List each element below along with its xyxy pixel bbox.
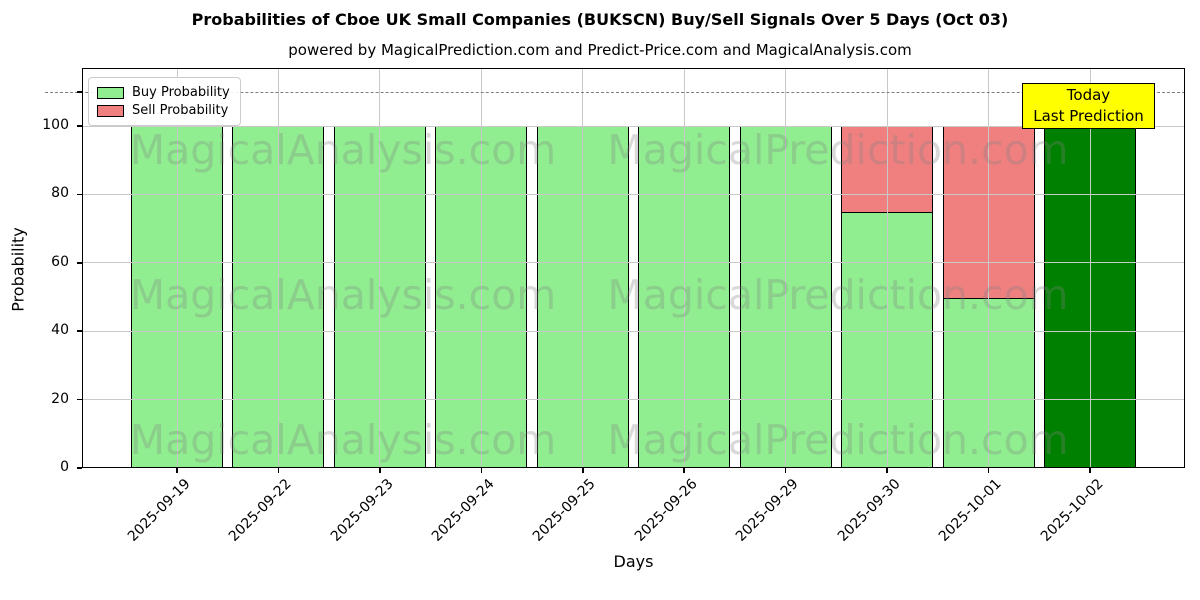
- watermark-magicalanalysis: MagicalAnalysis.com: [129, 126, 557, 174]
- x-tick-label: 2025-09-24: [428, 476, 498, 545]
- gridline-vertical: [277, 68, 279, 468]
- today-annotation: Today Last Prediction: [1022, 83, 1155, 129]
- x-tick: [277, 468, 280, 473]
- y-tick-label: 40: [51, 322, 69, 339]
- today-annotation-line1: Today: [1066, 86, 1111, 104]
- y-tick: [77, 125, 82, 127]
- x-tick-label: 2025-09-29: [733, 476, 802, 545]
- y-tick: [77, 398, 82, 401]
- gridline-vertical: [176, 68, 178, 468]
- legend-label-buy: Buy Probability: [132, 85, 230, 100]
- gridline-vertical: [480, 68, 482, 468]
- x-tick-label: 2025-09-22: [225, 476, 295, 545]
- x-axis-label: Days: [613, 552, 654, 571]
- x-tick-label: 2025-09-19: [124, 476, 194, 545]
- watermark-magicalprediction: MagicalPrediction.com: [607, 271, 1069, 319]
- gridline-vertical: [988, 68, 990, 468]
- x-tick: [784, 468, 787, 473]
- gridline-horizontal: [82, 330, 1185, 332]
- gridline-vertical: [886, 68, 888, 468]
- x-tick: [582, 468, 584, 473]
- watermark-magicalprediction: MagicalPrediction.com: [607, 126, 1069, 174]
- y-tick-label: 100: [42, 117, 69, 134]
- legend: Buy Probability Sell Probability: [88, 77, 241, 126]
- y-tick-label: 60: [51, 253, 69, 270]
- y-tick-label: 20: [51, 390, 69, 407]
- x-tick: [480, 468, 483, 473]
- y-tick: [77, 193, 82, 196]
- y-tick-label: 80: [51, 185, 69, 202]
- legend-item-buy: Buy Probability: [97, 84, 230, 101]
- x-tick-label: 2025-09-25: [530, 476, 600, 545]
- plot-area: MagicalAnalysis.com MagicalPrediction.com…: [82, 68, 1185, 468]
- legend-item-sell: Sell Probability: [97, 102, 230, 119]
- x-tick: [683, 468, 685, 473]
- gridline-vertical: [379, 68, 381, 468]
- gridline-horizontal: [82, 125, 1185, 127]
- chart-title: Probabilities of Cboe UK Small Companies…: [191, 10, 1009, 29]
- x-tick: [379, 468, 381, 473]
- sell-color-swatch: [97, 104, 124, 117]
- y-tick-label: 0: [60, 459, 69, 475]
- watermark-magicalprediction: MagicalPrediction.com: [607, 416, 1069, 464]
- legend-label-sell: Sell Probability: [132, 103, 229, 118]
- x-tick-label: 2025-10-01: [936, 476, 1005, 545]
- gridline-vertical: [582, 68, 584, 468]
- y-tick: [77, 262, 82, 264]
- y-tick-dashed-level: [77, 91, 82, 93]
- buy-color-swatch: [97, 86, 124, 99]
- today-annotation-line2: Last Prediction: [1033, 107, 1144, 125]
- x-tick: [1089, 468, 1091, 473]
- x-tick-label: 2025-10-02: [1037, 476, 1107, 545]
- gridline-horizontal: [82, 193, 1185, 195]
- gridline-vertical: [785, 68, 787, 468]
- x-tick-label: 2025-09-30: [834, 476, 904, 545]
- chart-subtitle: powered by MagicalPrediction.com and Pre…: [288, 41, 912, 59]
- gridline-horizontal: [82, 262, 1185, 264]
- y-tick: [77, 467, 82, 469]
- x-tick: [886, 468, 888, 473]
- gridline-horizontal: [82, 399, 1185, 401]
- y-tick: [77, 330, 82, 332]
- x-tick: [987, 468, 990, 473]
- x-tick-label: 2025-09-26: [631, 476, 701, 545]
- x-tick: [176, 468, 178, 473]
- gridline-vertical: [683, 68, 685, 468]
- x-tick-label: 2025-09-23: [327, 476, 397, 545]
- gridline-vertical: [1089, 68, 1091, 468]
- watermark-magicalanalysis: MagicalAnalysis.com: [129, 416, 557, 464]
- watermark-magicalanalysis: MagicalAnalysis.com: [129, 271, 557, 319]
- threshold-dashed-line: [45, 91, 1185, 93]
